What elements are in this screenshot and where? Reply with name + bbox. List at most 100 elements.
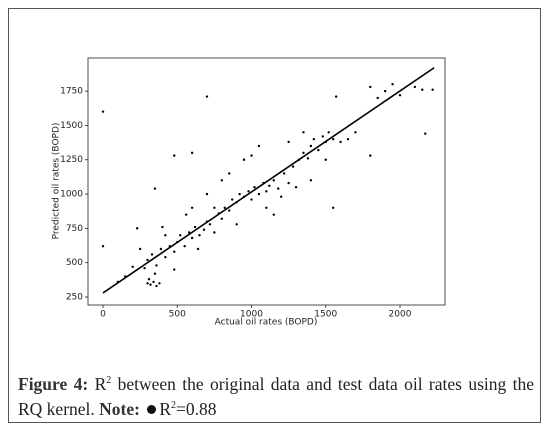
scatter-point	[312, 137, 316, 141]
scatter-point	[190, 206, 194, 209]
scatter-point	[306, 157, 310, 160]
scatter-point	[220, 179, 224, 182]
scatter-point	[294, 185, 298, 189]
scatter-point	[431, 88, 434, 91]
scatter-point	[220, 217, 224, 220]
note-bullet	[147, 405, 157, 414]
scatter-point	[331, 137, 335, 141]
scatter-point	[331, 206, 335, 209]
y-tick-label: 750	[66, 224, 83, 234]
y-tick-label: 250	[66, 293, 83, 303]
scatter-point	[173, 250, 176, 253]
caption-label: Figure 4:	[18, 374, 89, 394]
scatter-point	[155, 264, 158, 267]
x-tick-label: 0	[100, 310, 106, 320]
scatter-point	[324, 158, 327, 161]
scatter-point	[376, 96, 379, 100]
scatter-point	[413, 85, 417, 89]
scatter-point	[272, 179, 275, 182]
scatter-point	[153, 187, 157, 190]
scatter-point	[265, 190, 268, 193]
scatter-point	[228, 172, 231, 175]
y-axis-label: Predicted oil rates (BOPD)	[52, 123, 62, 240]
scatter-point	[228, 209, 231, 212]
scatter-point	[158, 282, 161, 285]
scatter-point	[190, 236, 194, 240]
scatter-point	[421, 88, 424, 91]
scatter-point	[173, 268, 176, 271]
y-tick-label: 1250	[60, 155, 83, 165]
figure-frame	[8, 8, 541, 423]
y-tick-label: 1750	[60, 87, 83, 97]
scatter-point	[159, 247, 163, 251]
scatter-point	[250, 198, 253, 201]
scatter-point	[424, 132, 427, 135]
y-tick-label: 500	[66, 258, 83, 268]
scatter-point	[302, 131, 305, 134]
scatter-point	[257, 144, 261, 148]
scatter-point	[291, 165, 295, 168]
scatter-point	[173, 154, 176, 157]
scatter-point	[131, 265, 134, 269]
plot-area	[87, 57, 446, 306]
x-tick-label: 1500	[314, 310, 337, 320]
scatter-point	[193, 225, 197, 229]
scatter-point	[213, 231, 216, 234]
y-tick-label: 1000	[60, 190, 83, 200]
scatter-point	[150, 253, 154, 256]
scatter-point	[179, 234, 182, 237]
scatter-point	[317, 148, 320, 152]
x-tick-label: 2000	[389, 310, 412, 320]
scatter-point	[223, 206, 226, 209]
caption-text: between the original data and test data …	[18, 374, 534, 419]
y-tick-label: 1500	[60, 121, 83, 131]
note-r: R	[159, 399, 172, 419]
scatter-point	[383, 89, 387, 93]
caption-sup: 2	[106, 375, 112, 387]
scatter-point	[183, 245, 186, 248]
scatter-point	[391, 83, 394, 86]
scatter-point	[190, 151, 194, 155]
scatter-point	[242, 158, 246, 161]
scatter-point	[277, 187, 280, 190]
scatter-point	[302, 151, 305, 155]
scatter-point	[230, 198, 234, 201]
scatter-point	[398, 94, 402, 97]
x-axis-label: Actual oil rates (BOPD)	[215, 318, 318, 328]
scatter-point	[253, 185, 256, 189]
scatter-point	[135, 227, 139, 230]
x-tick-label: 500	[169, 310, 186, 320]
scatter-point	[257, 192, 261, 196]
note-value: =0.88	[176, 399, 217, 419]
scatter-point	[369, 154, 372, 157]
scatter-point	[265, 206, 268, 209]
scatter-point	[213, 206, 216, 209]
scatter-point	[146, 282, 149, 285]
scatter-point	[282, 172, 286, 175]
scatter-point	[339, 140, 342, 144]
scatter-point	[208, 223, 212, 226]
scatter-point	[327, 131, 330, 134]
scatter-point	[321, 135, 324, 138]
scatter-point	[354, 131, 357, 134]
fit-line	[102, 67, 435, 294]
scatter-point	[346, 137, 350, 141]
scatter-point	[138, 247, 142, 251]
caption-r: R	[94, 374, 107, 394]
scatter-point	[309, 144, 313, 148]
scatter-point	[101, 245, 105, 248]
scatter-point	[198, 234, 201, 237]
scatter-point	[334, 95, 338, 98]
scatter-point	[280, 195, 283, 199]
scatter-point	[147, 277, 151, 281]
scatter-point	[155, 284, 158, 288]
note-sup: 2	[171, 400, 177, 412]
scatter-point	[272, 213, 275, 216]
scatter-point	[196, 247, 200, 251]
x-tick-label: 1000	[240, 310, 263, 320]
scatter-point	[250, 154, 253, 157]
scatter-point	[164, 234, 167, 237]
scatter-point	[101, 110, 105, 113]
